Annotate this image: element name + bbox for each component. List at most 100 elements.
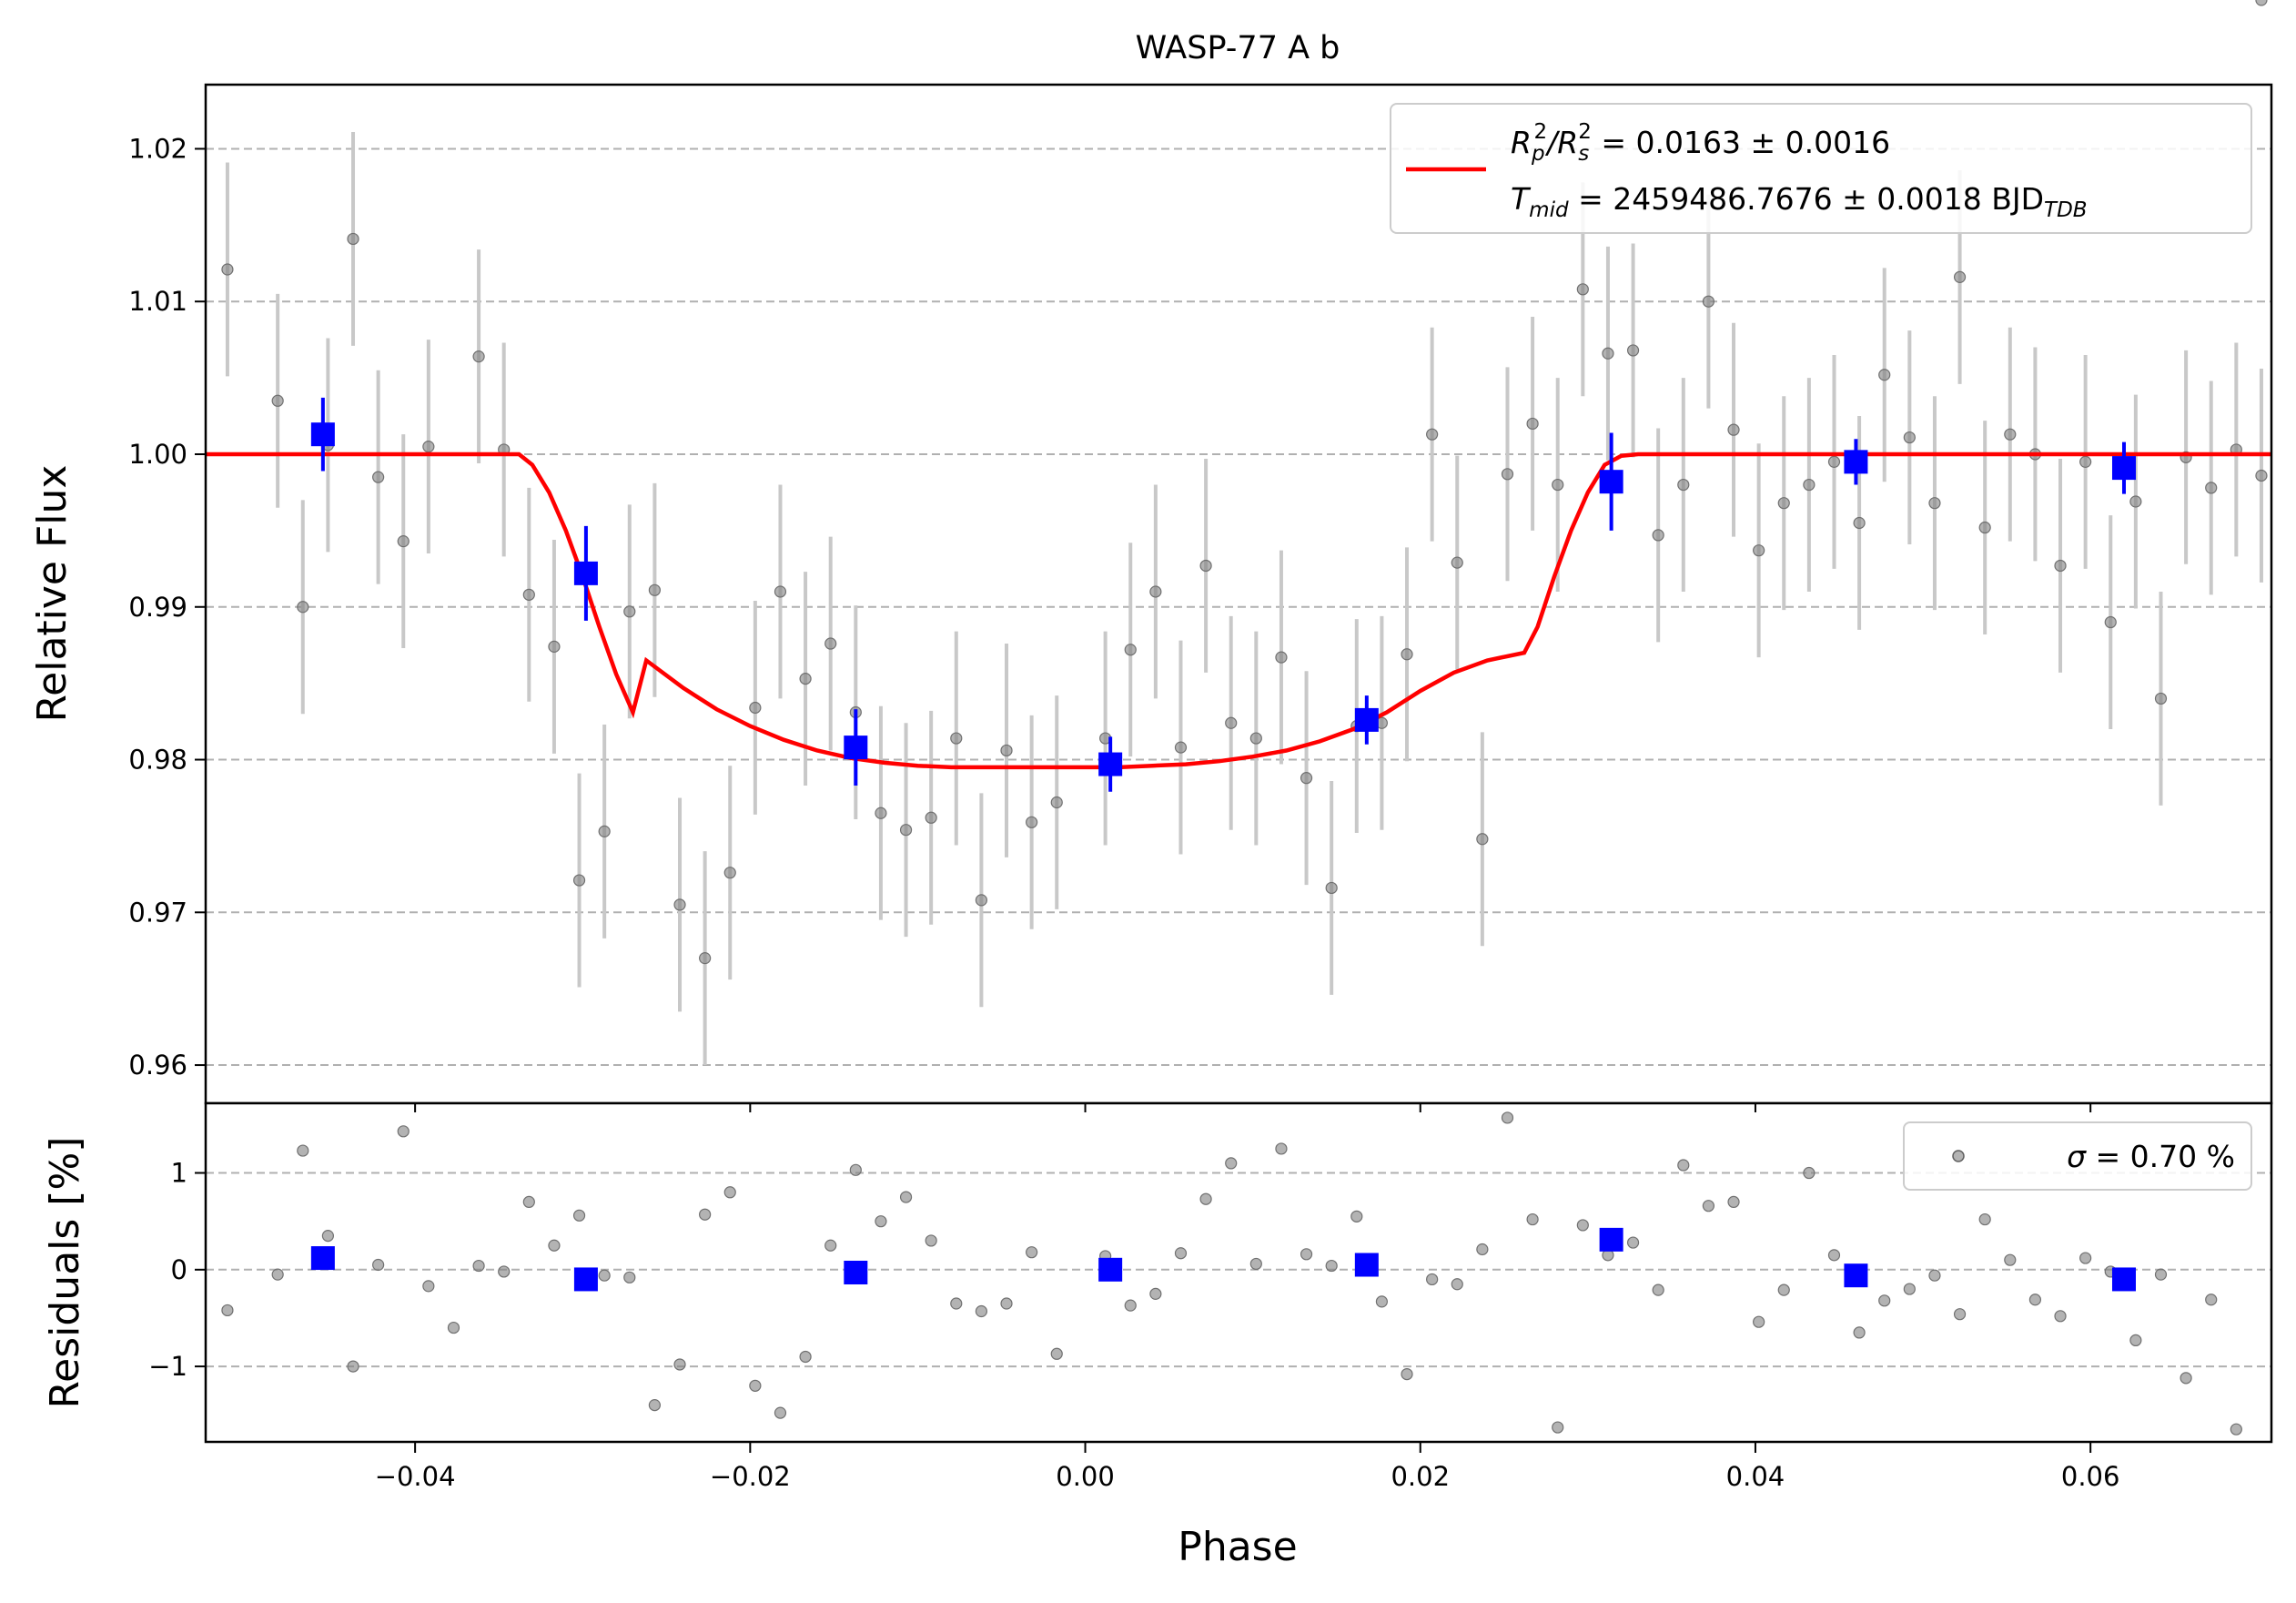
top-ytick-label: 1.01 <box>128 286 187 317</box>
residual-point <box>1124 1299 1137 1312</box>
legend-t-sub: mid <box>1529 198 1569 222</box>
legend-t-sub-tdb: TDB <box>2044 198 2088 222</box>
raw-point <box>673 898 686 911</box>
raw-point <box>648 583 661 596</box>
residual-point <box>2079 1252 2092 1264</box>
residual-point <box>1149 1287 1162 1300</box>
binned-residual <box>1599 1227 1623 1252</box>
raw-point <box>1275 651 1288 664</box>
residual-point <box>1050 1347 1063 1360</box>
top-ytick-label: 0.98 <box>128 745 187 776</box>
legend-sigma-symbol: σ <box>2067 1139 2087 1174</box>
binned-point <box>844 736 868 760</box>
residual-point <box>397 1125 410 1138</box>
top-ytick-label: 1.00 <box>128 439 187 470</box>
residual-point <box>522 1195 535 1209</box>
bottom-raw-residuals <box>221 0 2268 1436</box>
raw-point <box>2104 615 2117 629</box>
residual-point <box>749 1379 762 1392</box>
residual-point <box>372 1258 385 1272</box>
raw-point <box>1426 428 1439 441</box>
xtick-label: 0.06 <box>2061 1461 2120 1492</box>
residual-point <box>1401 1367 1413 1381</box>
raw-point <box>422 441 435 453</box>
xtick-label: 0.00 <box>1056 1461 1115 1492</box>
binned-point <box>573 561 598 585</box>
binned-point <box>1098 752 1123 776</box>
residual-point <box>2054 1310 2067 1323</box>
raw-point <box>397 535 410 548</box>
residual-point <box>2180 1372 2192 1385</box>
raw-point <box>824 637 837 650</box>
raw-point <box>221 263 234 276</box>
binned-residual <box>2111 1267 2136 1292</box>
bottom-legend-marker <box>1952 1150 1965 1162</box>
legend-r-sup-1: 2 <box>1534 120 1548 144</box>
raw-point <box>598 825 611 837</box>
residual-point <box>2230 1423 2242 1436</box>
residual-point <box>699 1208 712 1221</box>
raw-point <box>1149 585 1162 598</box>
raw-point <box>2255 469 2268 482</box>
residual-point <box>1803 1166 1816 1180</box>
xtick-label: −0.02 <box>710 1461 791 1492</box>
bottom-y-ticks: −1 0 1 <box>148 1158 206 1382</box>
residual-point <box>472 1259 485 1273</box>
residual-point <box>321 1230 334 1243</box>
residual-point <box>271 1268 284 1281</box>
raw-point <box>875 807 887 819</box>
residual-point <box>598 1269 611 1282</box>
raw-point <box>372 471 385 483</box>
residual-point <box>2154 1268 2168 1281</box>
residual-point <box>1000 1297 1013 1310</box>
residual-point <box>723 1186 736 1199</box>
residual-point <box>1928 1269 1941 1282</box>
residual-point <box>1727 1195 1740 1209</box>
legend-sigma: σ = 0.70 % <box>2067 1139 2235 1174</box>
residual-point <box>1753 1315 1765 1328</box>
top-ytick-label: 0.99 <box>128 592 187 623</box>
raw-point <box>1626 344 1640 357</box>
raw-point <box>1677 478 1690 492</box>
bottom-panel-frame <box>204 1101 2273 1444</box>
raw-point <box>1827 455 1841 468</box>
raw-point <box>2079 455 2092 468</box>
raw-point <box>1526 417 1539 431</box>
raw-point <box>1451 556 1463 569</box>
raw-point <box>1174 741 1188 754</box>
bottom-binned-residuals <box>310 1227 2136 1292</box>
residual-point <box>1174 1247 1188 1260</box>
legend-r-symbol: R <box>1511 125 1532 160</box>
binned-residual <box>844 1261 868 1284</box>
residual-point <box>623 1271 636 1283</box>
raw-point <box>1652 529 1664 542</box>
raw-point <box>1753 544 1765 557</box>
raw-point <box>699 952 712 965</box>
binned-residual <box>1844 1263 1868 1288</box>
residual-point <box>1225 1157 1238 1170</box>
raw-point <box>774 585 787 598</box>
raw-point <box>472 350 485 363</box>
top-panel-background <box>206 85 2271 1103</box>
raw-point <box>1853 516 1866 530</box>
residual-point <box>1626 1236 1640 1249</box>
residual-point <box>1978 1212 1991 1226</box>
raw-point <box>1401 648 1413 661</box>
binned-residual <box>573 1267 598 1292</box>
chart-title: WASP-77 A b <box>1136 30 1340 66</box>
raw-point <box>950 732 963 745</box>
residual-point <box>875 1215 887 1228</box>
raw-point <box>1501 468 1514 481</box>
xtick-label: 0.04 <box>1726 1461 1785 1492</box>
raw-point <box>1702 295 1715 308</box>
residual-point <box>1677 1159 1690 1172</box>
binned-point <box>2111 456 2136 481</box>
residual-point <box>975 1304 988 1318</box>
legend-midtime: Tmid = 2459486.7676 ± 0.0018 BJDTDB <box>1511 181 2088 222</box>
residual-point <box>1552 1421 1564 1434</box>
raw-point <box>548 640 561 653</box>
raw-point <box>1576 283 1589 296</box>
binned-point <box>1599 470 1623 494</box>
legend-sigma-value: = 0.70 % <box>2086 1139 2235 1174</box>
